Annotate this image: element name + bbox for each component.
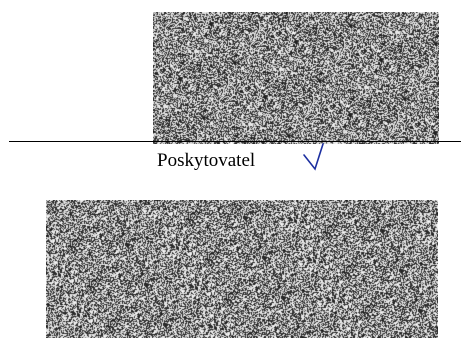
- signature-line: [9, 141, 461, 142]
- redacted-area-top: [153, 12, 439, 144]
- check-mark-icon: [303, 143, 324, 171]
- noise-pattern-top: [153, 12, 439, 144]
- provider-label: Poskytovatel: [157, 150, 256, 171]
- noise-pattern-bottom: [46, 200, 438, 338]
- check-mark-stroke: [303, 143, 324, 171]
- redacted-area-bottom: [46, 200, 438, 338]
